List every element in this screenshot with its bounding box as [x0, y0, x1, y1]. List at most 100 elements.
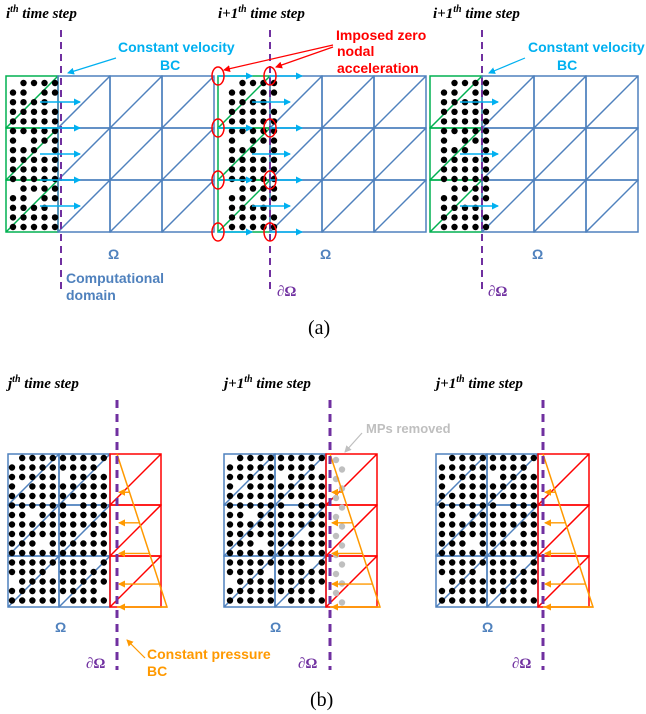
material-point [451, 118, 458, 125]
material-point [19, 568, 26, 576]
material-point [80, 454, 87, 462]
material-point [90, 568, 97, 576]
material-point [70, 540, 77, 547]
material-point [8, 597, 16, 604]
material-point [100, 597, 108, 604]
material-point [270, 185, 278, 192]
removed-material-point [332, 589, 340, 597]
material-point [239, 195, 246, 202]
grid-cell-diagonal [325, 555, 378, 608]
zero-acceleration-ellipse [211, 170, 225, 190]
material-point [237, 540, 244, 547]
material-point [298, 454, 305, 462]
material-point [308, 511, 315, 519]
material-point [29, 540, 36, 547]
material-point [19, 473, 26, 481]
material-point [510, 597, 517, 604]
material-point [41, 223, 48, 231]
material-point [260, 137, 267, 144]
material-point [449, 559, 456, 566]
material-point [239, 127, 246, 135]
material-point [239, 147, 246, 154]
material-point [479, 597, 486, 604]
material-point [449, 511, 456, 519]
material-point [20, 147, 27, 154]
mps-removed-pointer [344, 432, 363, 453]
material-point [449, 530, 456, 538]
removed-material-point [332, 570, 340, 578]
material-point [267, 597, 274, 604]
material-point [318, 473, 325, 481]
material-point [228, 175, 236, 183]
material-point [298, 483, 305, 490]
material-point [438, 521, 446, 528]
material-point [100, 540, 108, 547]
material-point [226, 521, 234, 528]
material-point [237, 597, 244, 604]
material-point [530, 597, 537, 604]
material-point [469, 521, 476, 528]
material-point [41, 79, 48, 87]
material-point [449, 578, 456, 585]
material-point [59, 464, 67, 471]
material-point [228, 214, 236, 221]
material-point [100, 473, 108, 481]
material-point [59, 492, 67, 500]
material-point [451, 175, 458, 183]
material-point [451, 195, 458, 202]
material-point [479, 511, 486, 519]
material-point [288, 597, 295, 604]
removed-material-point [338, 599, 346, 606]
material-point [30, 127, 38, 135]
panel-a: ith time step i+1th time step i+1th time… [5, 4, 645, 339]
material-point [8, 521, 16, 528]
material-point [30, 156, 38, 163]
material-points-b [8, 454, 537, 606]
material-point [239, 185, 246, 192]
material-point [70, 559, 77, 566]
material-point [51, 127, 59, 135]
material-point [80, 540, 87, 547]
material-point [479, 454, 486, 462]
material-point [20, 127, 27, 135]
material-point [440, 175, 448, 183]
material-point [228, 147, 236, 154]
grid-cell-diagonal [161, 75, 215, 129]
material-point [500, 559, 507, 566]
material-point [247, 502, 254, 509]
material-point [440, 147, 448, 154]
material-point [247, 473, 254, 481]
material-point [80, 473, 87, 481]
material-point [440, 195, 448, 202]
material-point [19, 549, 26, 557]
material-point [510, 549, 517, 557]
material-point [9, 166, 17, 173]
material-point [51, 118, 59, 125]
material-point [249, 166, 257, 173]
material-point [39, 483, 46, 490]
material-point [308, 587, 315, 595]
material-point [29, 464, 36, 471]
material-point [39, 597, 46, 604]
material-point [19, 559, 26, 566]
material-point [510, 578, 517, 585]
material-point [41, 137, 48, 144]
material-point [277, 530, 285, 538]
material-point [520, 530, 527, 538]
material-point [270, 137, 278, 144]
material-point [288, 559, 295, 566]
material-point [260, 156, 267, 163]
material-point [51, 223, 59, 231]
material-point [472, 223, 479, 231]
material-point [237, 464, 244, 471]
grid-cell-diagonal [481, 179, 535, 233]
material-point [59, 559, 67, 566]
material-point [20, 223, 27, 231]
material-point [267, 559, 274, 566]
material-point [500, 530, 507, 538]
material-point [489, 578, 497, 585]
removed-material-point [338, 504, 346, 511]
omega-label-b-1: Ω [55, 619, 66, 635]
material-point [520, 549, 527, 557]
material-point [49, 511, 56, 519]
